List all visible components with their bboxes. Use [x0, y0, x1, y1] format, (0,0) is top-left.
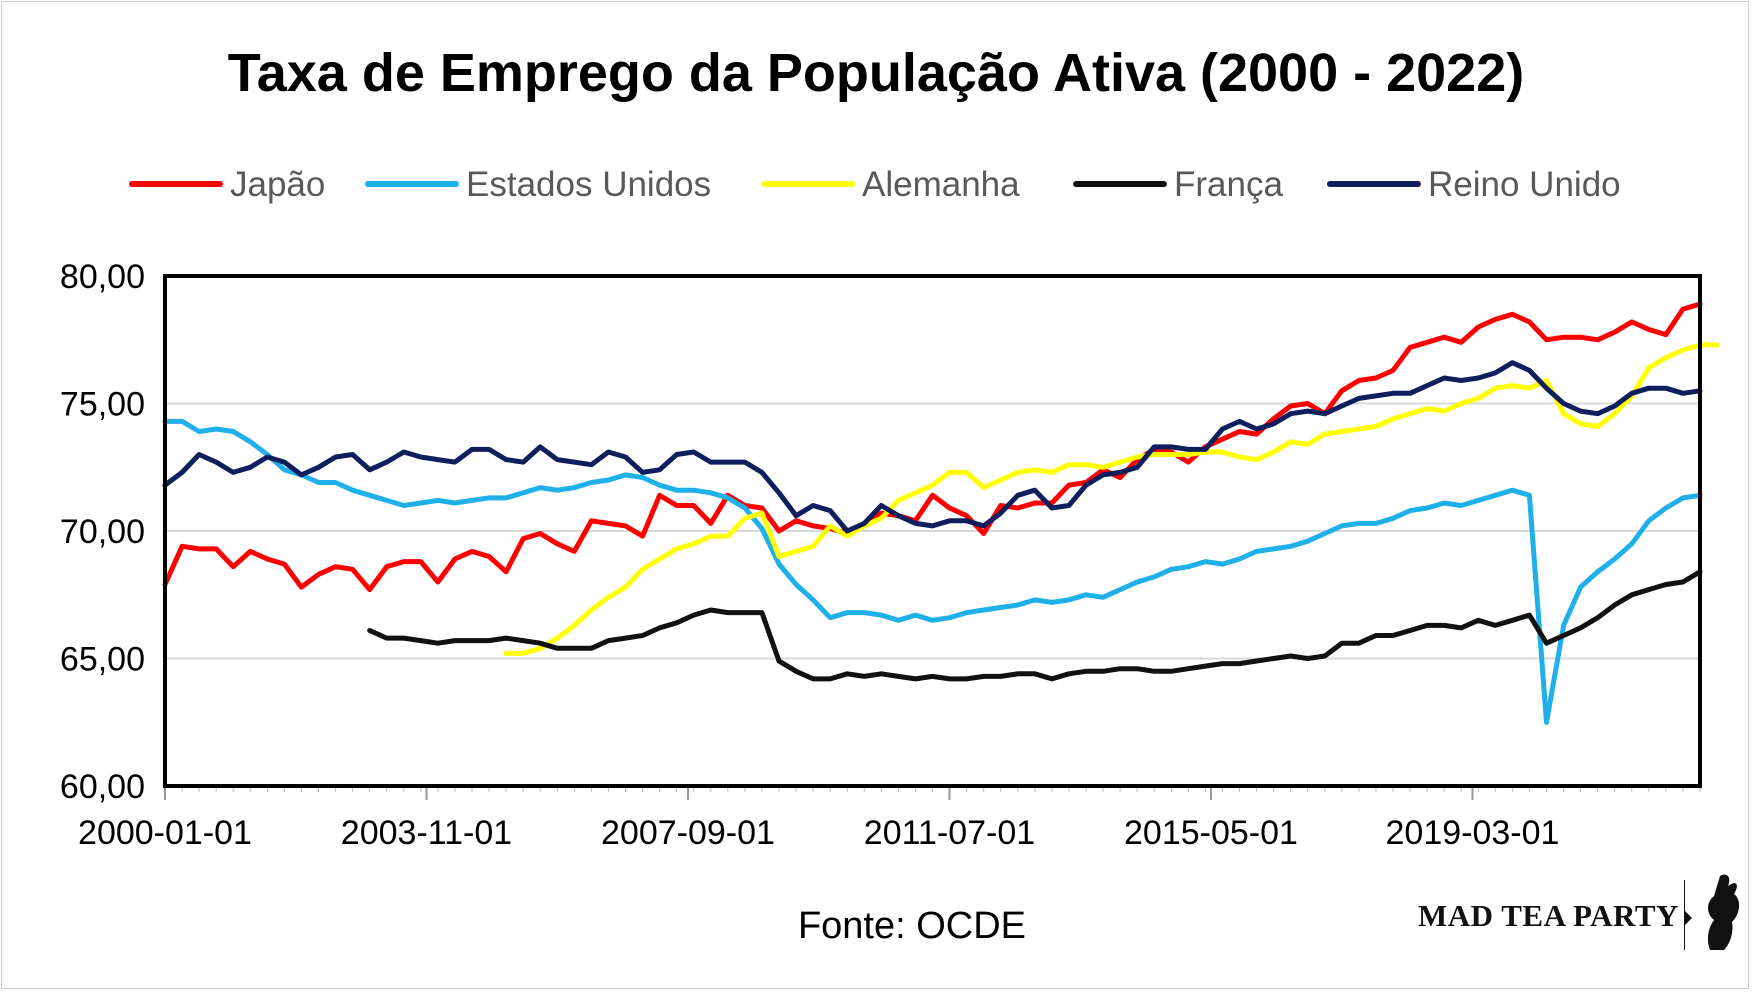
x-tick-label: 2015-05-01 — [1124, 814, 1298, 852]
y-tick-label: 80,00 — [60, 258, 145, 296]
series-line-2 — [162, 418, 1703, 725]
source-label: Fonte: OCDE — [797, 905, 1027, 947]
x-tick-label: 2011-07-01 — [864, 814, 1035, 852]
plot-border — [163, 274, 1702, 788]
series-line-4 — [367, 569, 1703, 682]
x-tick-label: 2000-01-01 — [78, 814, 252, 852]
legend-label: Reino Unido — [1428, 165, 1621, 204]
y-tick-label: 60,00 — [60, 768, 145, 806]
legend-label: Alemanha — [862, 165, 1020, 204]
legend-label: França — [1174, 165, 1283, 204]
brand-logo-text: MAD TEA PARTY — [1418, 898, 1679, 933]
y-tick-label: 75,00 — [60, 386, 145, 424]
x-tick-label: 2019-03-01 — [1386, 814, 1560, 852]
series-line-5 — [162, 360, 1703, 534]
x-tick-label: 2003-11-01 — [341, 814, 512, 852]
y-tick-label: 65,00 — [60, 641, 145, 679]
series-line-3 — [503, 342, 1720, 656]
x-tick-label: 2007-09-01 — [601, 814, 775, 852]
legend-label: Japão — [230, 165, 325, 204]
chart-title: Taxa de Emprego da População Ativa (2000… — [227, 43, 1525, 103]
y-tick-label: 70,00 — [60, 513, 145, 551]
rabbit-logo-icon — [1684, 874, 1740, 950]
series-line-1 — [162, 301, 1703, 593]
legend-label: Estados Unidos — [466, 165, 711, 204]
